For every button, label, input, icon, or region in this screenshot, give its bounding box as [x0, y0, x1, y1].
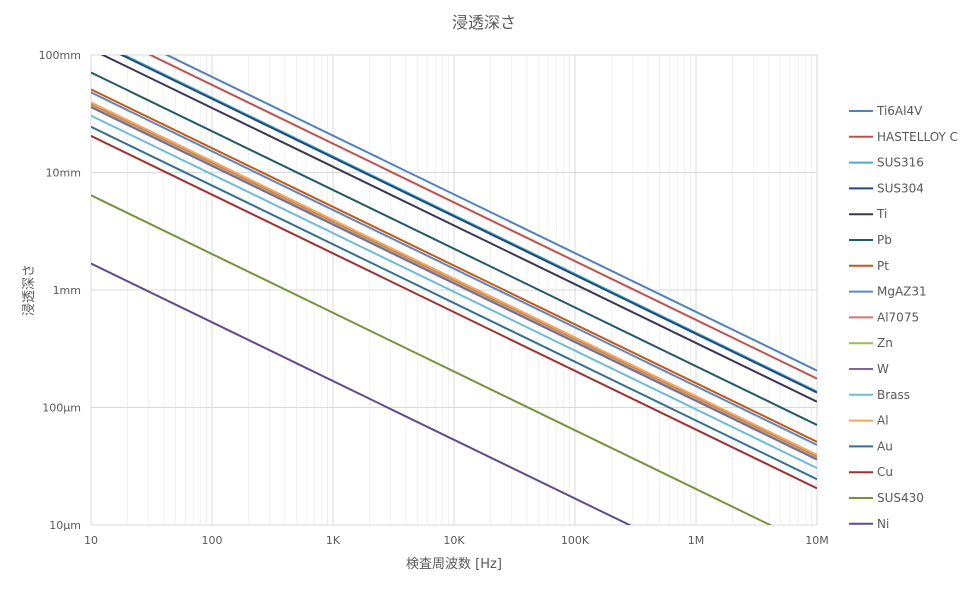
- series-line-sus430: [91, 194, 773, 525]
- legend-label: W: [877, 362, 889, 376]
- chart-title: 浸透深さ: [452, 13, 516, 32]
- series-line-pb: [91, 71, 817, 426]
- legend-label: SUS430: [877, 491, 924, 505]
- series-line-ti6al4v: [164, 55, 817, 372]
- legend-label: Pt: [877, 259, 889, 273]
- series-line-cu: [91, 134, 817, 490]
- series-line-brass: [91, 114, 817, 469]
- x-axis-title: 検査周波数 [Hz]: [406, 557, 502, 572]
- y-axis-title: 浸透深さ: [22, 264, 37, 316]
- y-tick-label: 1mm: [53, 284, 81, 297]
- series-line-mgaz31: [91, 91, 817, 446]
- series-layer: [91, 55, 817, 525]
- series-line-ni: [91, 262, 632, 525]
- legend-label: Ti: [876, 207, 887, 221]
- x-tick-label: 100: [202, 534, 223, 547]
- series-line-al: [91, 101, 817, 456]
- series-line-al7075: [91, 103, 817, 458]
- legend-label: Brass: [877, 388, 910, 402]
- legend-label: Al7075: [877, 310, 919, 324]
- series-line-ti: [100, 55, 817, 403]
- y-tick-label: 10μm: [49, 519, 81, 532]
- y-tick-label: 10mm: [46, 167, 81, 180]
- series-line-sus304: [119, 55, 817, 394]
- x-tick-label: 10M: [805, 534, 829, 547]
- series-line-pt: [91, 88, 817, 443]
- y-tick-label: 100μm: [42, 402, 81, 415]
- legend-label: MgAZ31: [877, 285, 927, 299]
- series-line-hastelloy-c: [148, 55, 817, 380]
- legend-label: SUS316: [877, 156, 924, 170]
- series-line-w: [91, 106, 817, 461]
- x-tick-label: 1M: [688, 534, 705, 547]
- x-tick-label: 10: [84, 534, 98, 547]
- x-tick-label: 100K: [561, 534, 590, 547]
- legend-label: HASTELLOY C: [877, 130, 958, 144]
- y-tick-labels: 10μm 100μm 1mm 10mm 100mm: [39, 49, 81, 532]
- x-tick-labels: 10 100 1K 10K 100K 1M 10M: [84, 534, 829, 547]
- series-line-sus316: [121, 55, 817, 393]
- x-tick-label: 10K: [443, 534, 465, 547]
- legend-label: Pb: [877, 233, 892, 247]
- legend-label: SUS304: [877, 181, 924, 195]
- legend: Ti6Al4V HASTELLOY C SUS316 SUS304 Ti Pb Pt MgAZ…: [849, 104, 958, 531]
- legend-label: Ti6Al4V: [876, 104, 923, 118]
- x-tick-label: 1K: [326, 534, 341, 547]
- legend-label: Au: [877, 439, 893, 453]
- series-line-au: [91, 125, 817, 481]
- legend-label: Al: [877, 414, 889, 428]
- series-line-zn: [91, 104, 817, 460]
- legend-label: Cu: [877, 465, 893, 479]
- legend-label: Zn: [877, 336, 893, 350]
- legend-label: Ni: [877, 517, 889, 531]
- y-tick-label: 100mm: [39, 49, 81, 62]
